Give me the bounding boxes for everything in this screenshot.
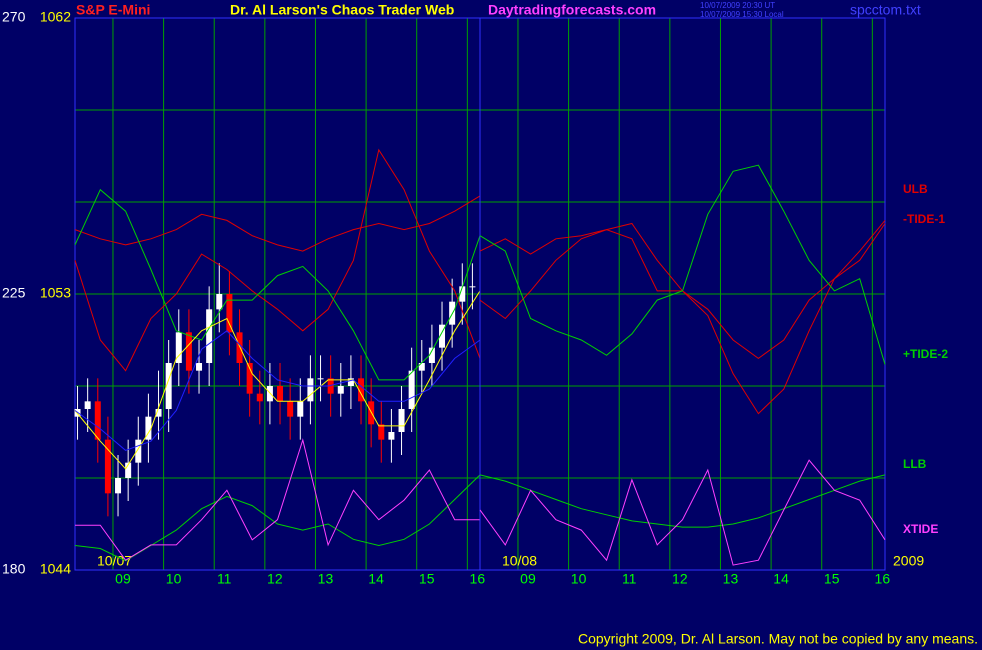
series-line xyxy=(479,164,886,365)
x-tick-label: 12 xyxy=(672,571,688,587)
x-tick-label: 15 xyxy=(419,571,435,587)
candle-body xyxy=(236,332,243,363)
candle-body xyxy=(428,347,435,363)
x-tick-label: 11 xyxy=(622,571,637,587)
candle-body xyxy=(297,401,304,417)
candle-body xyxy=(165,363,172,409)
candle-body xyxy=(358,378,365,402)
series-line xyxy=(74,148,481,372)
candle-body xyxy=(408,370,415,409)
candle-body xyxy=(155,409,162,417)
x-tick-label: 09 xyxy=(520,571,536,587)
series-line xyxy=(75,438,480,561)
y-tick-label: 1053 xyxy=(40,285,71,301)
series-label: ULB xyxy=(903,182,928,196)
series-line xyxy=(479,474,886,528)
candle-body xyxy=(226,294,233,333)
x-tick-label: 14 xyxy=(773,571,789,587)
series-line xyxy=(74,474,481,562)
x-tick-label: 15 xyxy=(824,571,840,587)
plot-border xyxy=(479,17,886,571)
y2-tick-label: 225 xyxy=(2,285,26,301)
x-tick-label: 14 xyxy=(368,571,384,587)
candle-body xyxy=(317,378,324,380)
candle-body xyxy=(135,439,142,463)
timestamp-local: 10/07/2009 15:30 Local xyxy=(700,10,784,19)
candle-body xyxy=(104,439,111,494)
x-tick-label: 13 xyxy=(318,571,334,587)
candle-body xyxy=(246,363,253,394)
x-tick-label: 10 xyxy=(166,571,182,587)
y2-tick-label: 270 xyxy=(2,9,26,25)
candle-body xyxy=(125,462,132,478)
y-tick-label: 1062 xyxy=(40,9,71,25)
timestamp-ut: 10/07/2009 20:30 UT xyxy=(700,1,775,10)
candle-body xyxy=(327,378,334,394)
series-label: -TIDE-1 xyxy=(903,212,945,226)
y2-tick-label: 180 xyxy=(2,561,26,577)
site: Daytradingforecasts.com xyxy=(488,2,656,18)
candle-body xyxy=(378,424,385,440)
candle-body xyxy=(337,386,344,394)
candle-body xyxy=(206,309,213,363)
candle-body xyxy=(216,294,223,310)
file-name: spcctom.txt xyxy=(850,2,921,18)
series-line xyxy=(74,188,481,381)
x-tick-label: 09 xyxy=(115,571,131,587)
candle-body xyxy=(307,378,314,402)
candle-body xyxy=(469,286,476,288)
candle-body xyxy=(418,363,425,371)
x-tick-label: 12 xyxy=(267,571,283,587)
candle-body xyxy=(459,286,466,302)
candle-body xyxy=(439,324,446,348)
candle-body xyxy=(256,393,263,402)
instrument: S&P E-Mini xyxy=(76,2,150,18)
candle-body xyxy=(84,401,91,409)
x-tick-label: 13 xyxy=(723,571,739,587)
x-tick-label: 11 xyxy=(217,571,232,587)
date-label: 10/08 xyxy=(502,553,537,569)
candle-body xyxy=(196,363,203,371)
candle-body xyxy=(94,401,101,440)
series-line xyxy=(74,330,481,451)
series-label: LLB xyxy=(903,457,927,471)
series-line xyxy=(74,195,481,252)
series-line xyxy=(74,290,481,470)
year-label: 2009 xyxy=(893,553,924,569)
y-tick-label: 1044 xyxy=(40,561,71,577)
candle-body xyxy=(175,332,182,363)
x-tick-label: 16 xyxy=(875,571,891,587)
candle-body xyxy=(287,401,294,417)
candle-body xyxy=(115,478,122,494)
candle-body xyxy=(347,378,354,386)
copyright: Copyright 2009, Dr. Al Larson. May not b… xyxy=(578,631,978,647)
series-line xyxy=(479,459,886,566)
candle-body xyxy=(398,409,405,432)
x-tick-label: 10 xyxy=(571,571,587,587)
x-tick-label: 16 xyxy=(470,571,486,587)
candle-body xyxy=(145,416,152,440)
candle-body xyxy=(185,332,192,371)
series-label: +TIDE-2 xyxy=(903,347,948,361)
candle-body xyxy=(388,432,395,440)
title: Dr. Al Larson's Chaos Trader Web xyxy=(230,2,454,18)
candle-body xyxy=(277,386,284,402)
series-label: XTIDE xyxy=(903,522,938,536)
